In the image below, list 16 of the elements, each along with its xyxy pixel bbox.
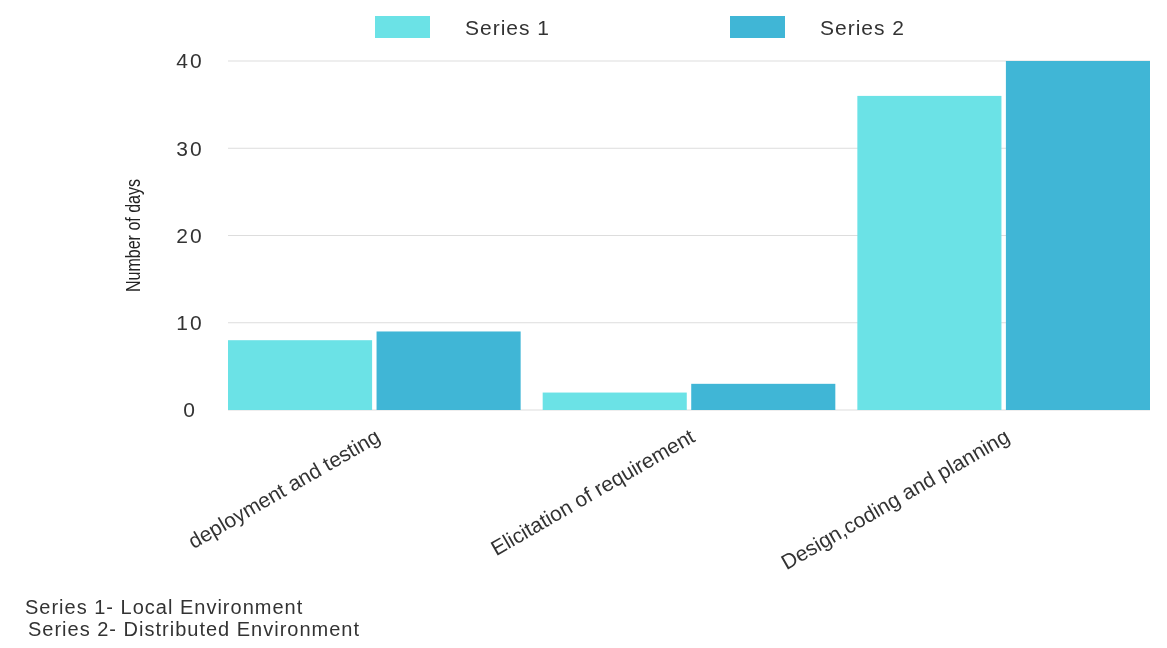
bar xyxy=(857,95,1002,410)
y-tick-label: 0 xyxy=(183,398,197,422)
bar xyxy=(542,392,687,410)
y-axis-title: Number of days xyxy=(122,179,145,292)
bar xyxy=(1005,61,1150,410)
bar xyxy=(691,383,836,410)
y-tick-label: 20 xyxy=(176,223,204,247)
bar xyxy=(376,331,521,410)
text: Series 1- Local Environment xyxy=(25,596,304,618)
y-tick-label: 30 xyxy=(176,136,204,160)
y-tick-label: 40 xyxy=(176,49,204,73)
bar xyxy=(228,340,373,410)
text: Series 2- Distributed Environment xyxy=(28,618,361,640)
legend-label: Series 2 xyxy=(820,16,906,40)
legend-label: Series 1 xyxy=(465,16,551,40)
y-tick-label: 10 xyxy=(176,311,204,335)
